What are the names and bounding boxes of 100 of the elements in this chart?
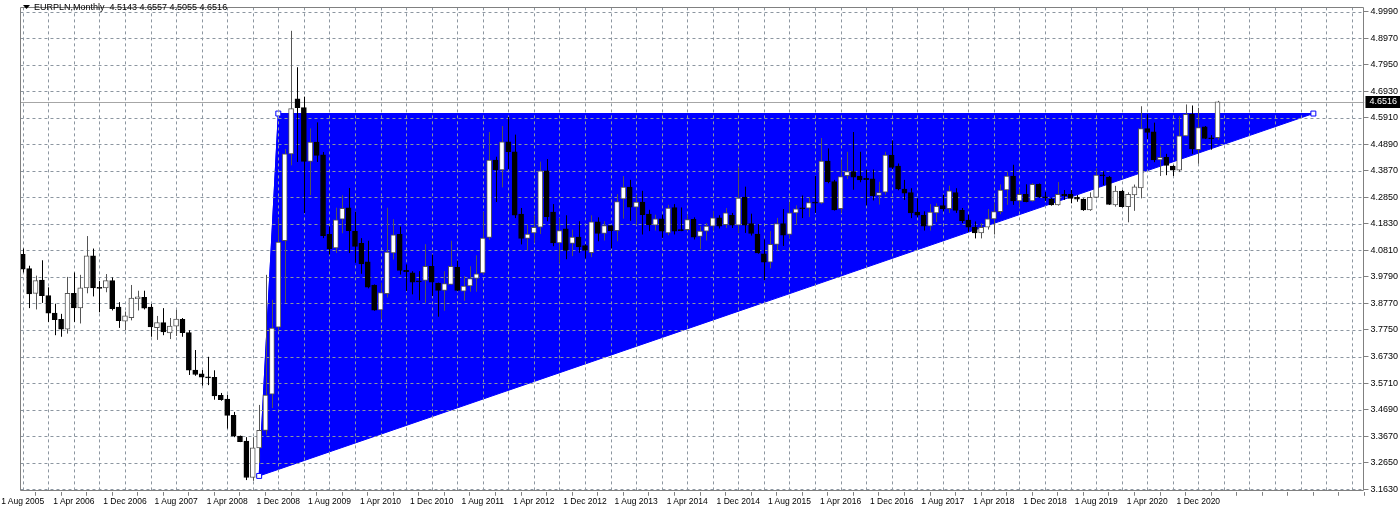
candlestick	[473, 254, 480, 293]
candlestick	[505, 116, 512, 170]
y-tick-label: 3.4690	[1370, 404, 1398, 415]
candlestick	[748, 213, 754, 237]
candlestick	[1125, 191, 1131, 223]
candlestick	[39, 259, 45, 304]
candlestick	[761, 238, 767, 281]
y-tick-label: 4.3870	[1370, 165, 1398, 176]
candlestick	[435, 282, 441, 318]
x-tick-label: 1 Dec 2014	[716, 496, 761, 507]
candlestick	[709, 210, 716, 232]
candlestick	[77, 274, 84, 324]
candlestick	[780, 208, 786, 247]
y-tick-label: 4.2850	[1370, 191, 1398, 202]
candlestick	[805, 196, 812, 218]
candlestick	[51, 303, 58, 336]
candlestick	[441, 270, 448, 312]
x-tick-label: 1 Dec 2020	[1176, 496, 1221, 507]
candlestick	[594, 216, 601, 242]
x-tick-label: 1 Aug 2017	[921, 496, 965, 507]
y-tick-label: 4.6930	[1370, 85, 1398, 96]
x-tick-label: 1 Aug 2007	[154, 496, 198, 507]
candlestick	[908, 187, 914, 219]
candlestick	[307, 127, 314, 196]
candlestick	[390, 218, 397, 260]
x-tick-label: 1 Apr 2008	[206, 496, 249, 507]
candlestick	[646, 209, 652, 232]
x-tick-label: 1 Apr 2020	[1126, 496, 1169, 507]
candlestick	[352, 211, 358, 264]
candlestick	[665, 204, 671, 236]
candlestick	[371, 283, 377, 312]
y-tick-label: 3.6730	[1370, 351, 1398, 362]
y-tick-label: 3.9790	[1370, 271, 1398, 282]
candlestick	[1010, 164, 1016, 206]
x-tick-label: 1 Aug 2011	[461, 496, 505, 507]
y-tick-label: 3.2650	[1370, 457, 1398, 468]
candlestick	[601, 220, 607, 241]
ref-line-label: 4.6516	[1369, 96, 1397, 107]
candlestick	[141, 290, 147, 310]
candlestick	[626, 179, 633, 222]
candlestick	[71, 271, 77, 323]
candlestick	[45, 286, 52, 323]
y-tick-label: 3.7750	[1370, 324, 1398, 335]
y-tick-label: 4.7950	[1370, 59, 1398, 70]
x-tick-label: 1 Dec 2006	[103, 496, 147, 507]
candlestick	[697, 225, 703, 250]
x-tick-label: 1 Apr 2012	[513, 496, 555, 507]
candlestick	[876, 181, 882, 206]
candlestick	[1086, 191, 1093, 212]
candlestick	[914, 197, 921, 218]
candlestick	[799, 194, 806, 219]
y-tick-label: 4.0810	[1370, 244, 1398, 255]
y-tick-label: 3.1630	[1370, 483, 1398, 494]
candlestick	[633, 194, 639, 226]
candlestick	[1144, 113, 1151, 140]
y-tick-label: 3.8770	[1370, 297, 1398, 308]
candlestick	[531, 214, 537, 244]
candlestick	[26, 265, 32, 309]
candlestick	[205, 356, 211, 386]
y-tick-label: 4.9990	[1370, 6, 1398, 17]
x-tick-label: 1 Dec 2016	[869, 496, 914, 507]
candlestick	[767, 230, 774, 269]
candlestick	[773, 217, 780, 251]
candlestick	[563, 214, 569, 260]
candlestick	[824, 147, 831, 184]
x-tick-label: 1 Dec 2008	[256, 496, 301, 507]
candlestick	[256, 404, 262, 464]
x-tick-label: 1 Aug 2013	[614, 496, 658, 507]
candlestick	[946, 185, 953, 214]
candlestick	[447, 240, 454, 286]
candlestick	[1029, 182, 1036, 203]
y-tick-label: 4.5910	[1370, 112, 1398, 123]
candlestick	[888, 139, 895, 170]
candlestick	[467, 265, 473, 293]
candlestick	[339, 194, 346, 234]
chart-title: EURPLN,Monthly 4.5143 4.6557 4.5055 4.6516	[34, 2, 228, 12]
y-tick-label: 4.8970	[1370, 32, 1398, 43]
candlestick	[224, 394, 231, 430]
candlestick	[58, 313, 64, 338]
candlestick	[154, 315, 160, 341]
x-tick-label: 1 Dec 2018	[1023, 496, 1068, 507]
candlestick	[518, 207, 524, 245]
candlestick	[454, 260, 461, 292]
candlestick	[812, 175, 818, 214]
candlestick	[895, 162, 901, 191]
x-tick-label: 1 Dec 2012	[563, 496, 607, 507]
y-tick-label: 3.3670	[1370, 430, 1398, 441]
candlestick	[102, 273, 109, 293]
candlestick	[192, 349, 199, 377]
candlestick	[793, 204, 799, 226]
candlestick	[416, 270, 422, 301]
y-tick-label: 4.4890	[1370, 138, 1398, 149]
candlestick	[1112, 185, 1119, 208]
x-tick-label: 1 Apr 2018	[973, 496, 1015, 507]
candlestick	[569, 229, 576, 257]
candlestick	[991, 202, 997, 236]
y-tick-label: 4.1830	[1370, 218, 1398, 229]
x-tick-label: 1 Apr 2016	[820, 496, 862, 507]
candlestick	[844, 151, 850, 180]
candlestick	[173, 309, 179, 337]
